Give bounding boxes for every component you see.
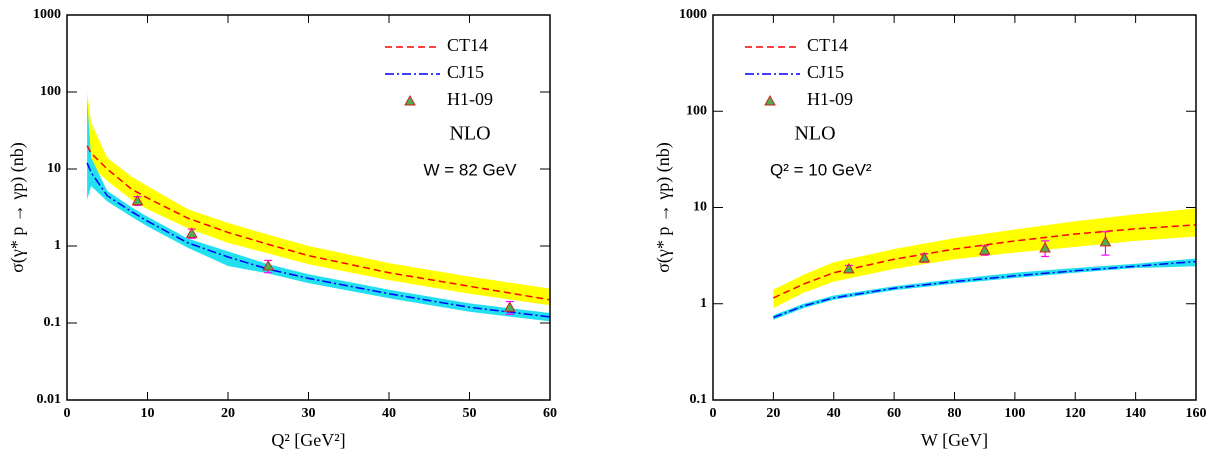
series-line: [773, 260, 1197, 319]
y-tick-label: 100: [686, 103, 707, 118]
x-tick-label: 40: [382, 406, 396, 421]
y-tick-label: 0.1: [690, 392, 708, 407]
data-point: [185, 227, 198, 238]
annotation: NLO: [794, 123, 835, 145]
x-tick-label: 140: [1125, 406, 1146, 421]
x-tick-label: 40: [827, 406, 841, 421]
series-line: [773, 224, 1197, 299]
data-point: [842, 262, 855, 274]
legend-label: H1-09: [447, 89, 493, 109]
x-tick-label: 20: [221, 406, 235, 421]
legend-label: CT14: [447, 35, 488, 55]
y-axis-label: σ(γ* p → γp) (nb): [7, 142, 28, 273]
x-tick-label: 120: [1065, 406, 1086, 421]
x-tick-label: 0: [64, 406, 71, 421]
annotation: NLO: [449, 123, 490, 145]
legend-marker: [404, 94, 416, 106]
x-tick-label: 0: [710, 406, 717, 421]
legend-label: CJ15: [807, 62, 844, 82]
y-tick-label: 10: [47, 161, 61, 176]
x-axis-label: Q² [GeV²]: [271, 430, 345, 450]
legend-marker: [764, 94, 776, 106]
annotation: Q² = 10 GeV²: [770, 160, 872, 179]
y-tick-label: 1000: [33, 7, 61, 22]
data-point: [503, 301, 516, 312]
error-band: [773, 208, 1196, 309]
x-tick-label: 10: [141, 406, 155, 421]
x-tick-label: 60: [887, 406, 901, 421]
y-tick-label: 100: [40, 84, 61, 99]
legend-label: CT14: [807, 35, 848, 55]
series-line: [86, 145, 551, 301]
y-tick-label: 1000: [679, 7, 707, 22]
legend-label: CJ15: [447, 62, 484, 82]
data-point: [978, 244, 991, 255]
x-axis-label: W [GeV]: [921, 430, 988, 450]
y-tick-label: 1: [700, 296, 707, 311]
x-tick-label: 20: [766, 406, 780, 421]
error-band: [773, 258, 1196, 320]
x-tick-label: 100: [1004, 406, 1025, 421]
y-tick-label: 1: [54, 238, 61, 253]
y-axis-label: σ(γ* p → γp) (nb): [653, 142, 674, 273]
x-tick-label: 30: [302, 406, 316, 421]
data-point: [1039, 241, 1051, 253]
error-band: [87, 92, 550, 306]
data-point: [131, 194, 144, 206]
y-tick-label: 0.1: [44, 315, 62, 330]
annotation: W = 82 GeV: [423, 160, 517, 179]
x-tick-label: 50: [463, 406, 477, 421]
y-tick-label: 0.01: [37, 392, 62, 407]
plot-frame: [712, 14, 1197, 401]
data-point: [918, 251, 931, 263]
data-point: [1099, 235, 1112, 247]
x-tick-label: 80: [948, 406, 962, 421]
x-tick-label: 60: [543, 406, 557, 421]
y-tick-label: 10: [693, 200, 707, 215]
x-tick-label: 160: [1186, 406, 1207, 421]
data-point: [262, 259, 275, 271]
legend-label: H1-09: [807, 89, 853, 109]
error-band: [87, 99, 550, 322]
series-line: [86, 162, 551, 318]
